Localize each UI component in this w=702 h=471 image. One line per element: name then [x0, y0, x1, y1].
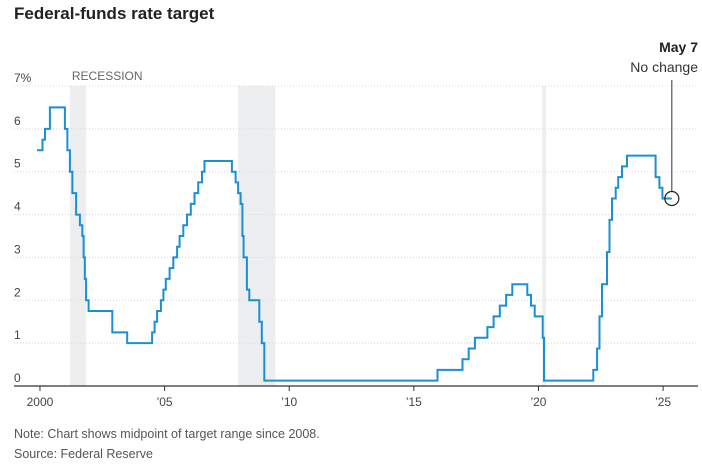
- x-tick-label: ’05: [157, 395, 173, 409]
- y-tick-label: 1: [14, 328, 21, 342]
- y-tick-label: 6: [14, 114, 21, 128]
- recession-band: [69, 86, 87, 386]
- annotation-layer: May 7 No change: [630, 39, 698, 207]
- x-tick-label: ’10: [281, 395, 297, 409]
- recession-bands: RECESSION: [69, 69, 546, 386]
- annotation-text: No change: [630, 59, 698, 75]
- y-tick-label: 7%: [14, 71, 32, 85]
- axes: 0 1 2 3 4 5 6 7% 2000 ’05 ’10 ’15 ’20 ’25: [14, 71, 698, 409]
- recession-band: [542, 86, 546, 386]
- x-tick-label: ’20: [530, 395, 546, 409]
- rate-line: [37, 106, 672, 382]
- x-tick-label: ’25: [655, 395, 671, 409]
- recession-label: RECESSION: [72, 69, 143, 83]
- y-tick-label: 4: [14, 200, 21, 214]
- y-tick-label: 0: [14, 371, 21, 385]
- chart-source: Source: Federal Reserve: [14, 447, 153, 461]
- x-tick-label: 2000: [27, 395, 54, 409]
- gridlines: [14, 85, 698, 387]
- rate-chart: RECESSION 0 1 2 3 4 5 6 7% 2000 ’05 ’10 ’15 ’20 ’25 M…: [14, 39, 698, 409]
- chart-note: Note: Chart shows midpoint of target ran…: [14, 427, 320, 441]
- x-tick-label: ’15: [406, 395, 422, 409]
- series-layer: [37, 106, 672, 382]
- chart-title: Federal-funds rate target: [14, 4, 215, 23]
- y-tick-label: 5: [14, 157, 21, 171]
- annotation-title: May 7: [659, 39, 698, 55]
- y-tick-label: 2: [14, 285, 21, 299]
- y-tick-label: 3: [14, 242, 21, 256]
- annotation-marker: [664, 190, 680, 207]
